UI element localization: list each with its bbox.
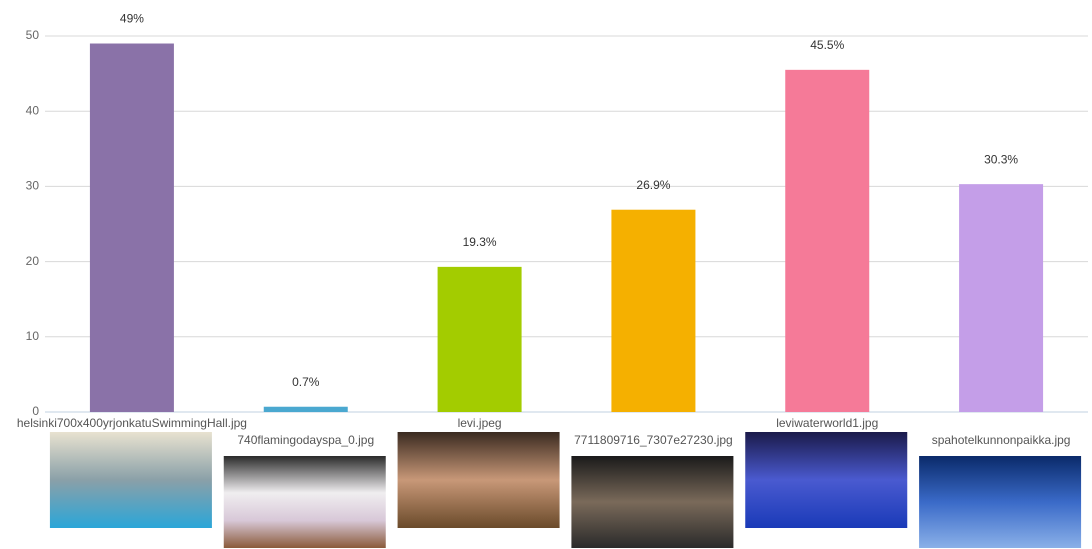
x-tick-label: levi.jpeg	[458, 416, 502, 430]
thumbnail	[50, 432, 212, 528]
value-label: 19.3%	[463, 235, 497, 249]
x-tick-label: 740flamingodayspa_0.jpg	[237, 433, 374, 447]
x-tick-label: helsinki700x400yrjonkatuSwimmingHall.jpg	[17, 416, 247, 430]
y-tick-label: 40	[26, 103, 40, 117]
x-tick-label: 7711809716_7307e27230.jpg	[574, 433, 733, 447]
y-tick-label: 10	[26, 329, 40, 343]
x-tick-label: leviwaterworld1.jpg	[776, 416, 878, 430]
x-tick-label: spahotelkunnonpaikka.jpg	[932, 433, 1071, 447]
value-label: 49%	[120, 12, 144, 26]
y-tick-label: 30	[26, 179, 40, 193]
bar	[90, 44, 174, 412]
bar	[785, 70, 869, 412]
thumbnail	[224, 456, 386, 548]
chart: 0102030405049%helsinki700x400yrjonkatuSw…	[0, 0, 1092, 549]
bar	[264, 407, 348, 412]
thumbnail	[398, 432, 560, 528]
thumbnail	[919, 456, 1081, 548]
y-tick-label: 20	[26, 254, 40, 268]
y-tick-label: 50	[26, 28, 40, 42]
value-label: 26.9%	[636, 178, 670, 192]
value-label: 0.7%	[292, 375, 320, 389]
thumbnail	[571, 456, 733, 548]
bar	[438, 267, 522, 412]
value-label: 30.3%	[984, 152, 1018, 166]
thumbnail	[745, 432, 907, 528]
bar	[959, 184, 1043, 412]
bar	[611, 210, 695, 412]
value-label: 45.5%	[810, 38, 844, 52]
